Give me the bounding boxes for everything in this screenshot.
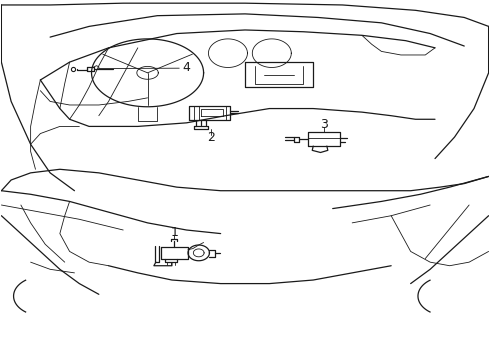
Text: 4: 4: [183, 61, 191, 74]
Text: 1: 1: [171, 226, 178, 239]
Text: 3: 3: [320, 118, 328, 131]
Text: 2: 2: [207, 131, 215, 144]
